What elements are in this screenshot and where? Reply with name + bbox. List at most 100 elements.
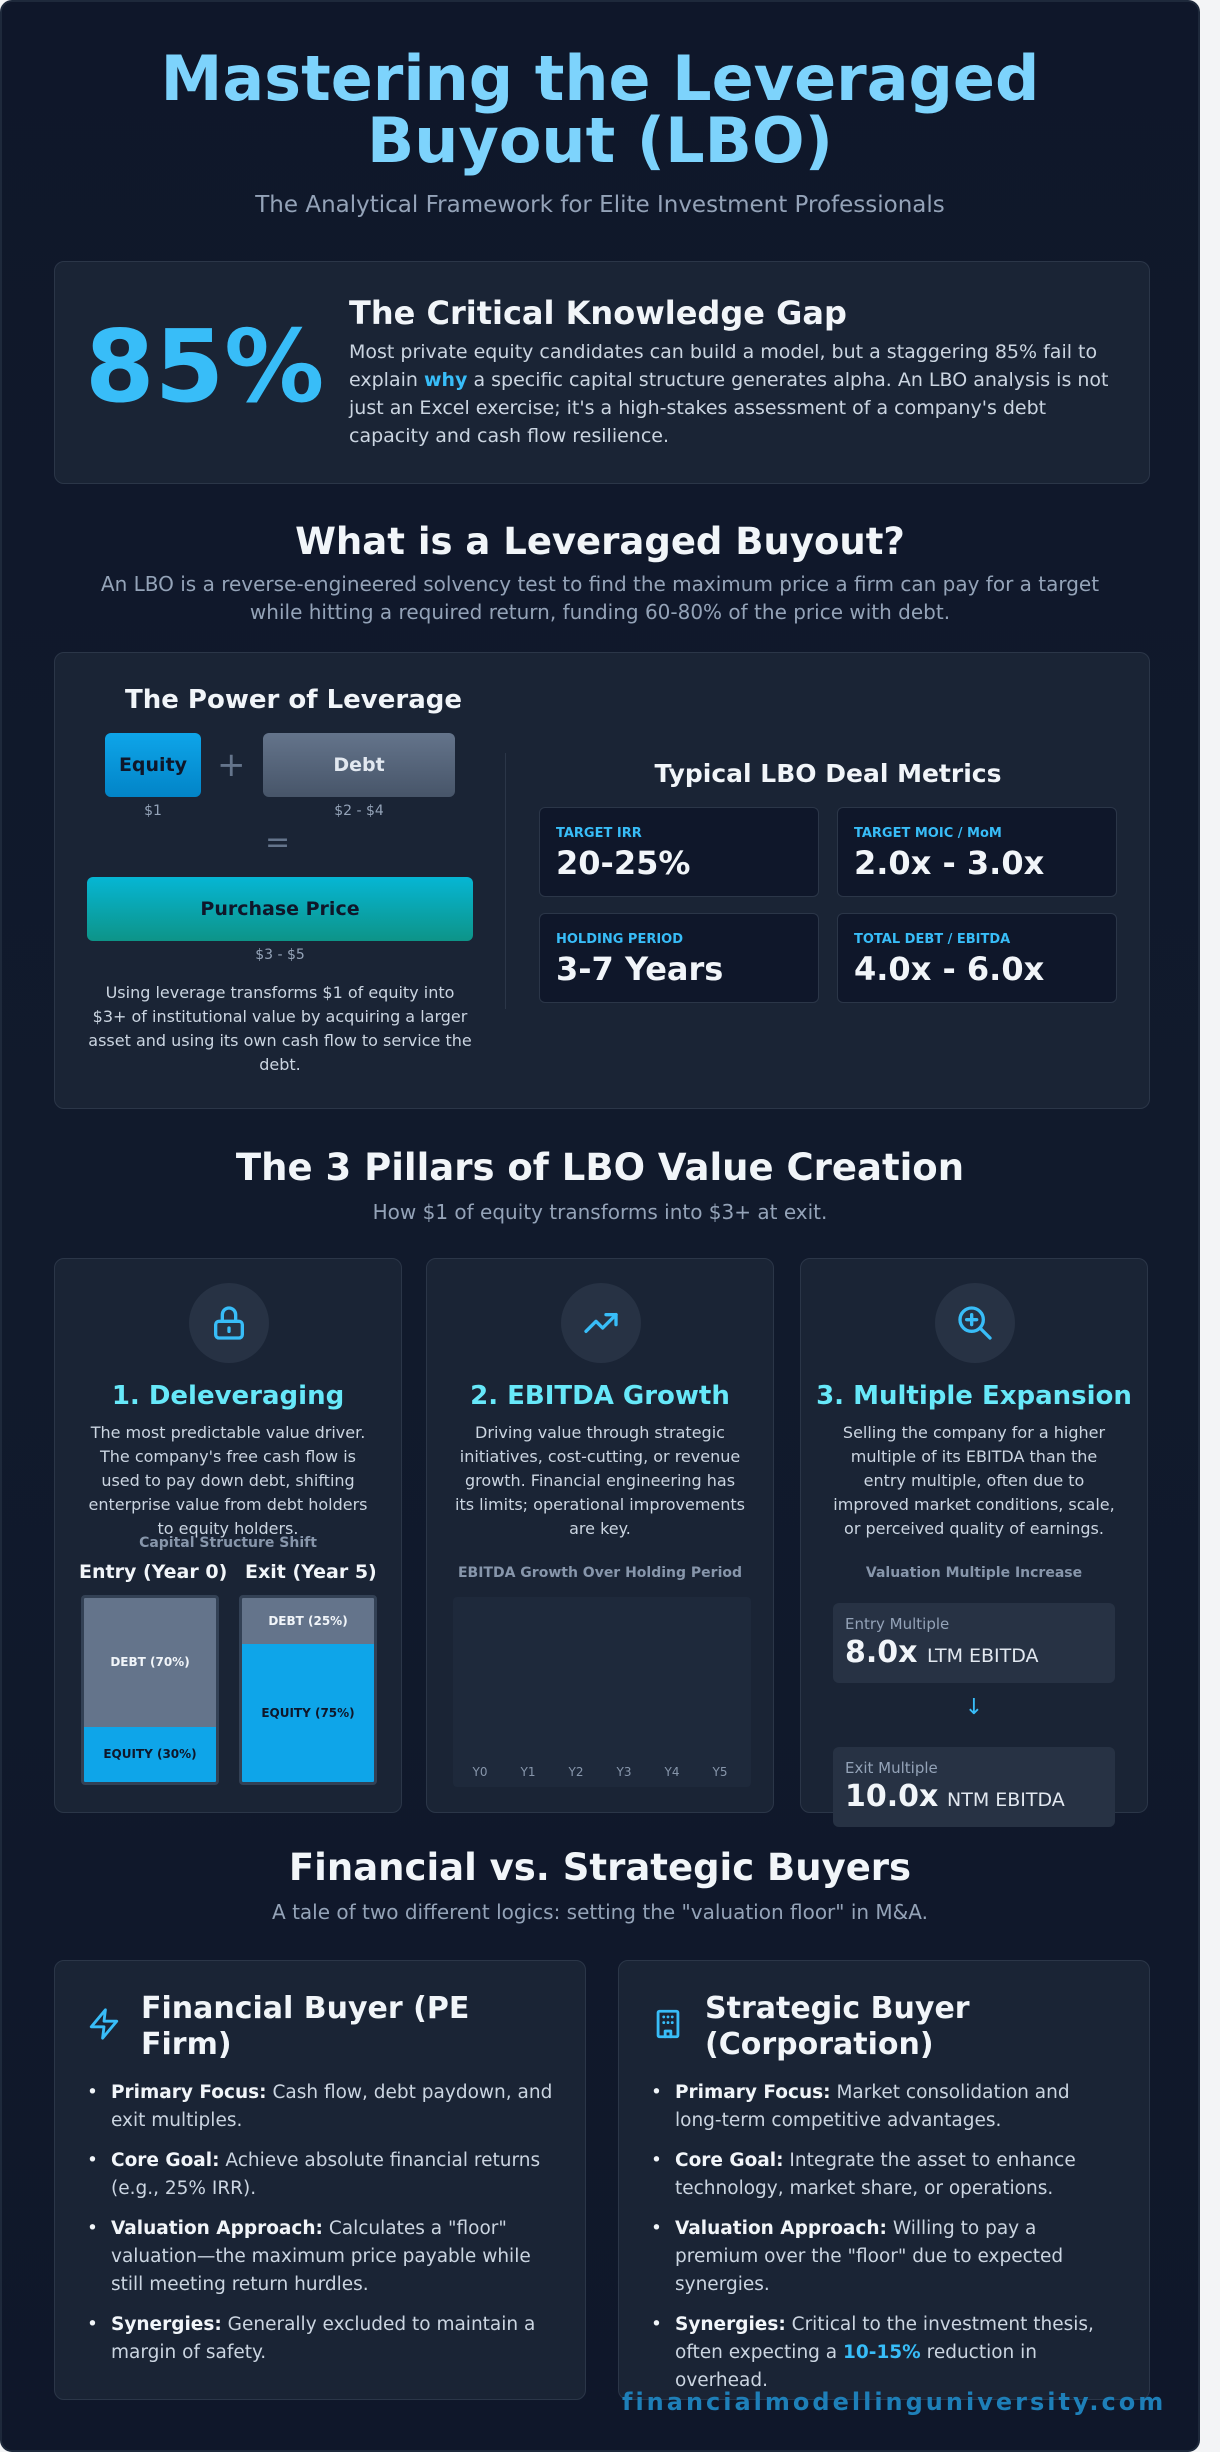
metric-card: HOLDING PERIOD 3-7 Years xyxy=(539,913,819,1003)
entry-multiple-value: 8.0x xyxy=(845,1635,918,1670)
pillar-title: 3. Multiple Expansion xyxy=(816,1381,1132,1411)
year-tick: Y5 xyxy=(712,1765,728,1779)
item-text: Critical to the investment thesis, often… xyxy=(675,2314,1094,2363)
gap-statistic: 85% xyxy=(85,308,325,425)
ebitda-chart-label: EBITDA Growth Over Holding Period xyxy=(457,1565,743,1581)
strategic-buyer-title: Strategic Buyer (Corporation) xyxy=(705,1991,970,2062)
item-text: Calculates a "floor" valuation—the maxim… xyxy=(111,2218,531,2295)
list-item: Valuation Approach: Calculates a "floor"… xyxy=(87,2215,557,2299)
exit-label: Exit (Year 5) xyxy=(245,1561,377,1583)
footer-url[interactable]: financialmodellinguniversity.com xyxy=(622,2388,1167,2416)
lightning-icon xyxy=(87,2007,121,2045)
knowledge-gap-card: 85% The Critical Knowledge Gap Most priv… xyxy=(54,261,1150,484)
capital-structure-label: Capital Structure Shift xyxy=(139,1535,317,1551)
power-title: The Power of Leverage xyxy=(125,685,462,715)
entry-structure-bar: DEBT (70%) EQUITY (30%) xyxy=(81,1595,219,1785)
building-icon xyxy=(651,2007,685,2045)
what-is-subtitle: An LBO is a reverse-engineered solvency … xyxy=(100,572,1100,624)
list-item: Core Goal: Achieve absolute financial re… xyxy=(87,2147,557,2203)
pillar-multiple-expansion: 3. Multiple Expansion Selling the compan… xyxy=(800,1258,1148,1827)
title-line-2: Buyout (LBO) xyxy=(367,104,833,177)
entry-multiple-label: Entry Multiple xyxy=(845,1615,950,1633)
divider xyxy=(505,753,506,1009)
item-text: reduction in overhead. xyxy=(675,2342,1038,2391)
gap-text-part1: Most private equity candidates can build… xyxy=(349,341,1098,391)
item-text: Integrate the asset to enhance technolog… xyxy=(675,2150,1076,2199)
exit-structure-bar: DEBT (25%) EQUITY (75%) xyxy=(239,1595,377,1785)
entry-debt-segment: DEBT (70%) xyxy=(84,1598,216,1727)
pillar-text: Driving value through strategic initiati… xyxy=(455,1423,745,1538)
item-key: Primary Focus: xyxy=(675,2082,831,2103)
year-tick: Y2 xyxy=(568,1765,584,1779)
metric-value: 2.0x - 3.0x xyxy=(854,844,1045,882)
item-key: Synergies: xyxy=(675,2314,786,2335)
item-key: Valuation Approach: xyxy=(111,2218,323,2239)
financial-buyer-list: Primary Focus: Cash flow, debt paydown, … xyxy=(87,2079,557,2379)
page-title: Mastering the Leveraged Buyout (LBO) xyxy=(2,48,1198,172)
pillar-ebitda-growth: 2. EBITDA Growth Driving value through s… xyxy=(426,1258,774,1813)
leverage-text: Using leverage transforms $1 of equity i… xyxy=(88,983,472,1074)
valuation-chart-label: Valuation Multiple Increase xyxy=(865,1565,1083,1581)
item-text: Generally excluded to maintain a margin … xyxy=(111,2314,536,2363)
metric-label: TARGET MOIC / MoM xyxy=(854,826,1002,841)
equity-caption: $1 xyxy=(144,803,162,819)
strategic-buyer-list: Primary Focus: Market consolidation and … xyxy=(651,2079,1121,2407)
plus-sign: + xyxy=(217,745,246,785)
item-key: Core Goal: xyxy=(111,2150,220,2171)
gap-text-part2: a specific capital structure generates a… xyxy=(349,369,1109,447)
debt-caption: $2 - $4 xyxy=(334,803,384,819)
page-subtitle: The Analytical Framework for Elite Inves… xyxy=(255,192,945,218)
entry-multiple-unit: LTM EBITDA xyxy=(927,1645,1039,1667)
lock-icon xyxy=(189,1283,269,1363)
lbo-card: The Power of Leverage Equity + Debt $1 $… xyxy=(54,652,1150,1109)
purchase-price-caption: $3 - $5 xyxy=(255,947,305,963)
trending-up-icon xyxy=(561,1283,641,1363)
item-key: Valuation Approach: xyxy=(675,2218,887,2239)
metric-value: 4.0x - 6.0x xyxy=(854,950,1045,988)
year-tick: Y1 xyxy=(520,1765,536,1779)
metric-label: TARGET IRR xyxy=(556,826,642,841)
item-highlight: 10-15% xyxy=(843,2342,921,2363)
what-is-title: What is a Leveraged Buyout? xyxy=(295,520,905,563)
entry-multiple-box: Entry Multiple 8.0x LTM EBITDA xyxy=(833,1603,1115,1683)
item-text: Willing to pay a premium over the "floor… xyxy=(675,2218,1064,2295)
item-text: Cash flow, debt paydown, and exit multip… xyxy=(111,2082,553,2131)
entry-label: Entry (Year 0) xyxy=(79,1561,228,1583)
gap-text-highlight: why xyxy=(423,369,468,391)
pillars-subtitle: How $1 of equity transforms into $3+ at … xyxy=(372,1200,828,1224)
item-text: Achieve absolute financial returns (e.g.… xyxy=(111,2150,541,2199)
metric-card: TOTAL DEBT / EBITDA 4.0x - 6.0x xyxy=(837,913,1117,1003)
item-key: Primary Focus: xyxy=(111,2082,267,2103)
exit-debt-segment: DEBT (25%) xyxy=(242,1598,374,1644)
financial-buyer-title: Financial Buyer (PE Firm) xyxy=(141,1991,470,2062)
buyers-title: Financial vs. Strategic Buyers xyxy=(288,1846,912,1889)
list-item: Synergies: Generally excluded to maintai… xyxy=(87,2311,557,2367)
purchase-price-block: Purchase Price xyxy=(87,877,473,941)
metric-label: TOTAL DEBT / EBITDA xyxy=(854,932,1011,947)
metric-label: HOLDING PERIOD xyxy=(556,932,684,947)
exit-equity-segment: EQUITY (75%) xyxy=(242,1644,374,1782)
metric-value: 20-25% xyxy=(556,844,691,882)
pillars-title: The 3 Pillars of LBO Value Creation xyxy=(235,1146,965,1189)
pillar-title: 2. EBITDA Growth xyxy=(470,1381,730,1411)
list-item: Core Goal: Integrate the asset to enhanc… xyxy=(651,2147,1121,2203)
ebitda-chart-area: Y0 Y1 Y2 Y3 Y4 Y5 xyxy=(453,1597,751,1787)
equity-block: Equity xyxy=(105,733,201,797)
metrics-title: Typical LBO Deal Metrics xyxy=(654,759,1002,788)
list-item: Primary Focus: Cash flow, debt paydown, … xyxy=(87,2079,557,2135)
list-item: Synergies: Critical to the investment th… xyxy=(651,2311,1121,2395)
pillar-deleveraging: 1. Deleveraging The most predictable val… xyxy=(54,1258,402,1813)
equals-sign: = xyxy=(265,825,291,860)
arrow-down-icon: ↓ xyxy=(964,1695,984,1720)
strategic-buyer-card: Strategic Buyer (Corporation) Primary Fo… xyxy=(618,1960,1150,2400)
entry-equity-segment: EQUITY (30%) xyxy=(84,1726,216,1782)
metric-value: 3-7 Years xyxy=(556,950,724,988)
exit-multiple-value: 10.0x xyxy=(845,1779,939,1814)
exit-multiple-unit: NTM EBITDA xyxy=(947,1789,1065,1811)
item-key: Synergies: xyxy=(111,2314,222,2335)
item-text: Market consolidation and long-term compe… xyxy=(675,2082,1070,2131)
search-plus-icon xyxy=(935,1283,1015,1363)
title-line-1: Mastering the Leveraged xyxy=(160,42,1040,115)
buyers-subtitle: A tale of two different logics: setting … xyxy=(272,1900,928,1924)
